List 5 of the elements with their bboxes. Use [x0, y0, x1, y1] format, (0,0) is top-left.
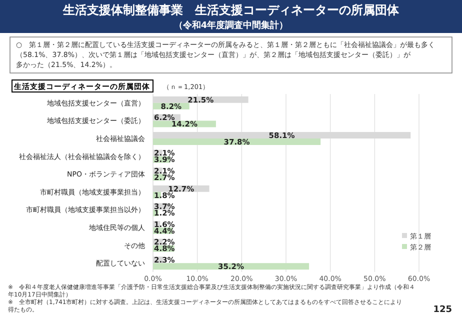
text: 125	[433, 305, 452, 315]
bar	[153, 263, 310, 270]
chart-title: 生活支援体制整備事業 生活支援コーディネーターの所属団体	[62, 3, 400, 17]
bar	[153, 138, 321, 145]
chart-subtitle: （令和4年度調査中間集計）	[174, 20, 288, 31]
